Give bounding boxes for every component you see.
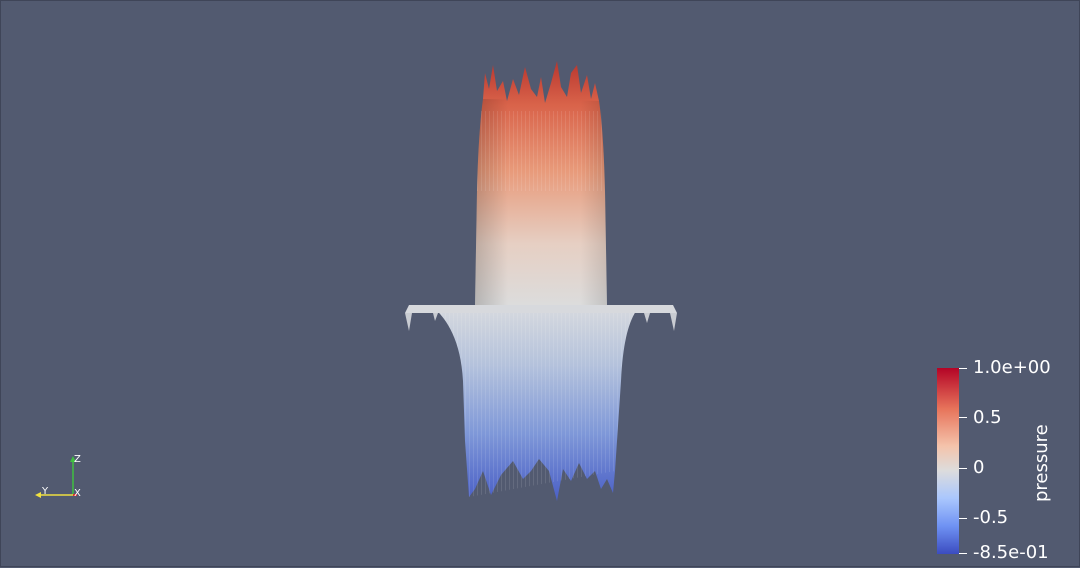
- tick-mark: [959, 468, 967, 469]
- tick-label: 0: [973, 457, 985, 478]
- y-axis-label: Y: [42, 486, 49, 497]
- z-axis-label: Z: [74, 454, 81, 465]
- tick-label-min: -8.5e-01: [973, 542, 1049, 563]
- colorbar-title: pressure: [1031, 424, 1052, 502]
- x-axis-label: X: [74, 488, 81, 499]
- flat-plate: [405, 305, 677, 313]
- tick-label: 0.5: [973, 407, 1002, 428]
- tick-label-max: 1.0e+00: [973, 357, 1051, 378]
- tick-mark: [959, 518, 967, 519]
- tick-mark: [959, 368, 967, 369]
- orientation-axes: Z Y X: [31, 453, 91, 503]
- colorbar-gradient: [937, 368, 959, 554]
- pressure-colorbar: 1.0e+00 0.5 0 -0.5 -8.5e-01: [937, 359, 1051, 562]
- tick-label: -0.5: [973, 507, 1009, 528]
- tick-mark: [959, 553, 967, 554]
- tick-mark: [959, 417, 967, 418]
